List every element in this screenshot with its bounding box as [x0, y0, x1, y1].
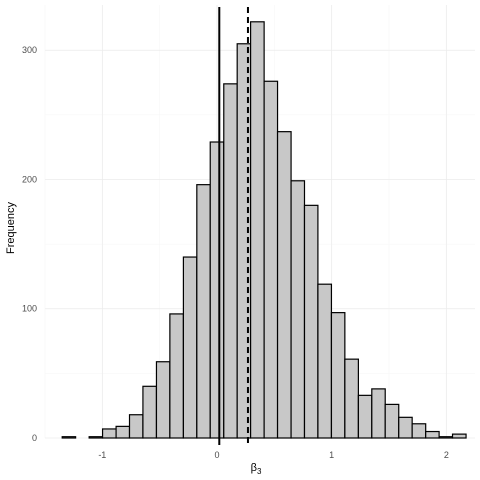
y-axis-title: Frequency — [5, 202, 17, 254]
histogram-bar — [411, 423, 427, 439]
histogram-bar — [290, 180, 306, 439]
reference-lines — [218, 7, 249, 445]
histogram-bar — [249, 21, 265, 439]
histogram-bar — [88, 436, 104, 439]
histogram-bar — [101, 428, 117, 439]
histogram-bar — [182, 256, 198, 439]
histogram-bar — [128, 414, 144, 439]
x-axis-tick-labels: -1 0 1 2 — [98, 450, 449, 460]
x-axis-title-subscript: 3 — [257, 467, 262, 476]
histogram-bar — [438, 436, 454, 439]
histogram-bar — [425, 430, 440, 439]
histogram-bar — [263, 80, 279, 439]
histogram-bar — [155, 361, 171, 439]
histogram-bar — [398, 416, 413, 439]
histogram-bars — [61, 21, 467, 439]
x-tick-label: 2 — [444, 450, 449, 460]
histogram-bar — [196, 184, 211, 439]
y-axis-tick-labels: 0 100 200 300 — [22, 45, 37, 443]
x-axis-title-symbol: β — [251, 462, 257, 474]
y-tick-label: 200 — [22, 174, 37, 184]
x-tick-label: 1 — [329, 450, 334, 460]
histogram-bar — [451, 433, 467, 439]
histogram-bar — [330, 312, 346, 439]
y-tick-label: 300 — [22, 45, 37, 55]
x-tick-label: 0 — [214, 450, 219, 460]
histogram-bar — [209, 141, 225, 439]
histogram-bar — [61, 436, 77, 439]
histogram-bar — [115, 425, 131, 439]
histogram-bar — [317, 283, 333, 439]
histogram-bar — [223, 83, 238, 439]
y-tick-label: 100 — [22, 304, 37, 314]
histogram-bar — [384, 403, 400, 439]
histogram-bar — [276, 131, 292, 439]
histogram-bar — [344, 358, 359, 439]
x-axis-title: β3 — [251, 462, 262, 476]
histogram-bar — [303, 204, 319, 439]
histogram-bar — [169, 313, 185, 439]
histogram-bar — [371, 388, 386, 439]
histogram-bar — [357, 394, 373, 439]
histogram-bar — [142, 385, 158, 439]
y-tick-label: 0 — [32, 433, 37, 443]
x-tick-label: -1 — [98, 450, 106, 460]
